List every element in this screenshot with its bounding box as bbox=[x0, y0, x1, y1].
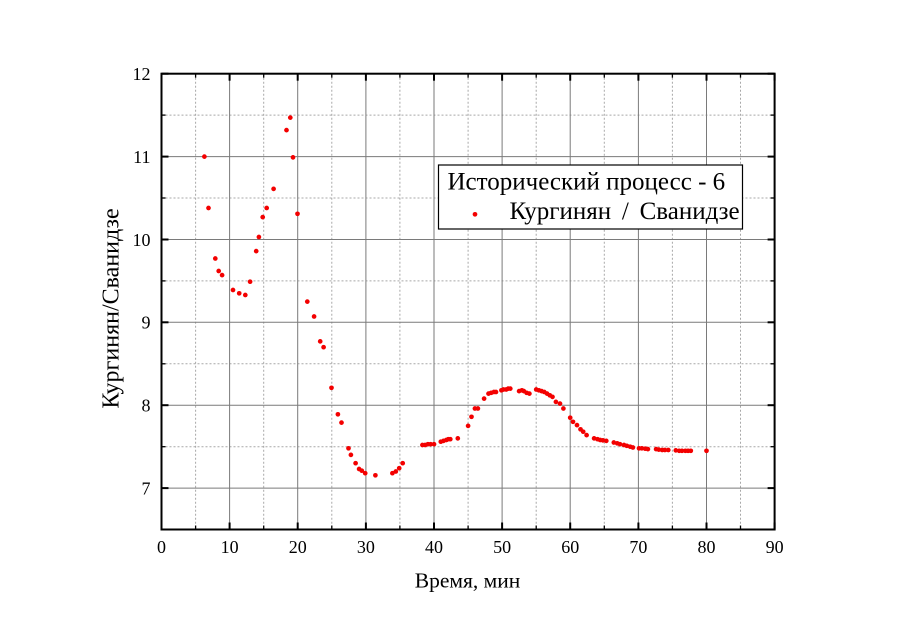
svg-text:60: 60 bbox=[561, 537, 579, 557]
svg-text:10: 10 bbox=[133, 230, 151, 250]
svg-text:0: 0 bbox=[157, 537, 166, 557]
svg-text:9: 9 bbox=[142, 313, 151, 333]
svg-text:Кургинян / Сванидзе: Кургинян / Сванидзе bbox=[510, 198, 740, 225]
svg-text:90: 90 bbox=[766, 537, 784, 557]
svg-text:50: 50 bbox=[493, 537, 511, 557]
svg-text:30: 30 bbox=[357, 537, 375, 557]
svg-text:40: 40 bbox=[425, 537, 443, 557]
svg-text:Кургинян/Сванидзе: Кургинян/Сванидзе bbox=[99, 208, 125, 408]
svg-text:8: 8 bbox=[142, 396, 151, 416]
svg-text:7: 7 bbox=[142, 478, 151, 498]
svg-text:70: 70 bbox=[629, 537, 647, 557]
svg-text:Исторический процесс - 6: Исторический процесс - 6 bbox=[448, 169, 726, 196]
svg-text:10: 10 bbox=[221, 537, 239, 557]
svg-text:12: 12 bbox=[133, 64, 151, 84]
svg-text:11: 11 bbox=[133, 147, 150, 167]
svg-text:20: 20 bbox=[289, 537, 307, 557]
svg-text:Время, мин: Время, мин bbox=[415, 569, 521, 593]
svg-text:80: 80 bbox=[698, 537, 716, 557]
